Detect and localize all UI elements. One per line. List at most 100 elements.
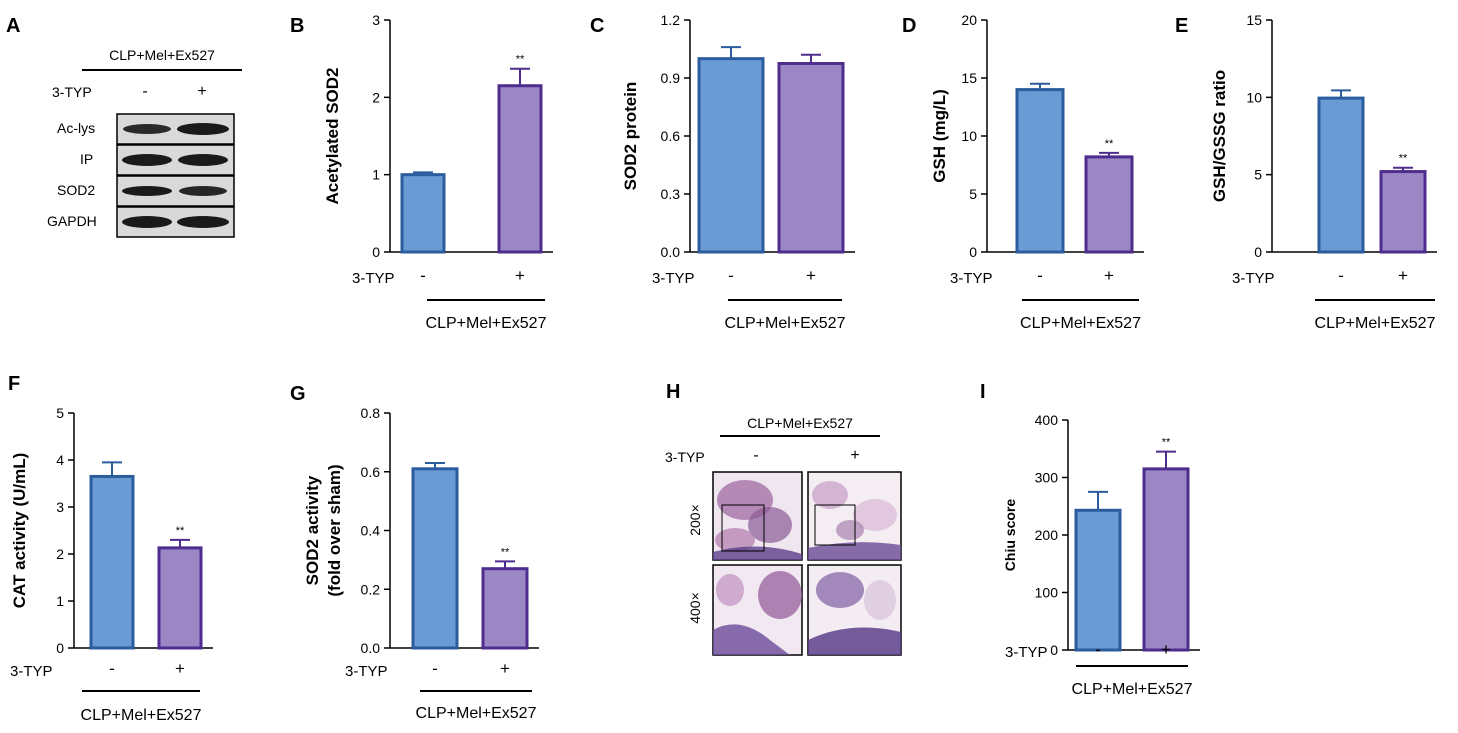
y-tick-label: 1.2 [661, 12, 681, 28]
y-tick-label: 0.0 [361, 640, 381, 656]
y-tick-label: 0.3 [661, 186, 681, 202]
y-tick-label: 0.9 [661, 70, 681, 86]
bar-minus [411, 467, 459, 650]
panel-a-sign-minus: - [142, 83, 147, 100]
histology-image-200-minus [712, 471, 803, 561]
chart-panel-e: E 0 5 10 15 GSH/GSSG ratio ** 3-TYP - + CLP+Mel+Ex… [1175, 12, 1437, 332]
y-tick-label: 0 [969, 244, 977, 260]
y-axis-label: Chiu score [1002, 499, 1018, 572]
panel-letter: B [290, 15, 304, 37]
bar-minus [697, 57, 765, 254]
treatment-label: 3-TYP [1232, 270, 1275, 287]
y-axis-label: GSH (mg/L) [930, 89, 949, 183]
y-tick-label: 10 [1246, 89, 1262, 105]
blot-row-ac-lys: Ac-lys [57, 113, 235, 145]
significance-marker: ** [1399, 153, 1408, 165]
significance-marker: ** [516, 54, 525, 66]
bar-minus [1317, 96, 1365, 254]
bar-plus [497, 84, 543, 254]
y-axis-label: Acetylated SOD2 [323, 68, 342, 205]
y-tick-label: 300 [1035, 470, 1059, 486]
panel-a: A CLP+Mel+Ex527 3-TYP - + Ac-lys IP SOD2… [6, 15, 242, 238]
blot-row-sod2: SOD2 [57, 175, 235, 207]
y-tick-label: 15 [1246, 12, 1262, 28]
blot-band [178, 154, 228, 166]
y-tick-label: 15 [961, 70, 977, 86]
blot-label-sod2: SOD2 [57, 182, 95, 198]
treatment-sign: - [109, 659, 115, 678]
group-label: CLP+Mel+Ex527 [1072, 681, 1193, 698]
blot-band [177, 216, 229, 228]
histology-image-400-minus [712, 564, 803, 656]
panel-a-group-label: CLP+Mel+Ex527 [109, 47, 215, 63]
significance-marker: ** [1162, 437, 1171, 449]
y-tick-label: 3 [56, 499, 64, 515]
chart-panel-g: G 0.0 0.2 0.4 0.6 0.8 SOD2 activity (fold over … [290, 383, 539, 722]
chart-panel-c: C 0.0 0.3 0.6 0.9 1.2 SOD2 protein 3-TYP - + CLP+M… [590, 12, 855, 332]
y-tick-label: 20 [961, 12, 977, 28]
bar-plus [777, 62, 845, 254]
panel-h-sign-minus: - [753, 447, 758, 464]
treatment-label: 3-TYP [652, 270, 695, 287]
bar-plus [481, 567, 529, 650]
panel-letter: D [902, 15, 916, 37]
blot-row-gapdh: GAPDH [47, 206, 235, 238]
bar-plus [1142, 467, 1190, 652]
group-label: CLP+Mel+Ex527 [81, 707, 202, 724]
blot-label-gapdh: GAPDH [47, 213, 97, 229]
panel-letter: G [290, 383, 306, 405]
y-tick-label: 0.4 [361, 523, 381, 539]
y-tick-label: 0 [1254, 244, 1262, 260]
panel-h-sign-plus: + [850, 447, 859, 464]
y-tick-label: 3 [372, 12, 380, 28]
treatment-sign: + [1161, 640, 1171, 659]
chart-panel-i: I 0 100 200 300 400 Chiu score ** 3-TYP - + CLP+Mel… [980, 381, 1200, 698]
treatment-sign: - [1095, 640, 1101, 659]
panel-h-treatment-label: 3-TYP [665, 449, 705, 465]
bar-plus [157, 546, 203, 650]
blot-label-ac-lys: Ac-lys [57, 120, 95, 136]
y-tick-label: 200 [1035, 527, 1059, 543]
blot-band [122, 154, 172, 166]
bar-plus [1379, 170, 1427, 254]
histology-image-400-plus [807, 564, 902, 656]
treatment-sign: + [806, 266, 816, 285]
group-label: CLP+Mel+Ex527 [725, 315, 846, 332]
significance-marker: ** [501, 546, 510, 558]
blot-label-ip: IP [80, 151, 93, 167]
group-label: CLP+Mel+Ex527 [1020, 315, 1141, 332]
blot-band [122, 186, 172, 196]
group-label: CLP+Mel+Ex527 [426, 315, 547, 332]
panel-a-treatment-label: 3-TYP [52, 84, 92, 100]
y-tick-label: 0 [372, 244, 380, 260]
y-tick-label: 0 [1050, 642, 1058, 658]
y-tick-label: 5 [969, 186, 977, 202]
blot-band [123, 124, 171, 134]
treatment-sign: - [420, 266, 426, 285]
bar-plus [1084, 155, 1134, 254]
y-tick-label: 0.8 [361, 405, 381, 421]
chart-panel-d: D 0 5 10 15 20 GSH (mg/L) ** 3-TYP - + CLP+Mel+Ex52… [902, 12, 1144, 332]
treatment-label: 3-TYP [345, 663, 388, 680]
panel-h-group-label: CLP+Mel+Ex527 [747, 415, 853, 431]
panel-a-sign-plus: + [197, 83, 206, 100]
magnification-200: 200× [687, 504, 703, 536]
treatment-sign: - [432, 659, 438, 678]
y-axis-label: SOD2 protein [621, 82, 640, 191]
y-tick-label: 2 [372, 89, 380, 105]
magnification-400: 400× [687, 592, 703, 624]
bar-minus [1074, 508, 1122, 652]
panel-letter: C [590, 15, 604, 37]
y-tick-label: 0 [56, 640, 64, 656]
y-tick-label: 100 [1035, 585, 1059, 601]
y-tick-label: 2 [56, 546, 64, 562]
panel-letter: E [1175, 15, 1188, 37]
y-tick-label: 400 [1035, 412, 1059, 428]
y-tick-label: 1 [372, 167, 380, 183]
treatment-label: 3-TYP [10, 663, 53, 680]
significance-marker: ** [1105, 138, 1114, 150]
y-tick-label: 5 [1254, 167, 1262, 183]
y-tick-label: 4 [56, 452, 64, 468]
panel-h: H CLP+Mel+Ex527 3-TYP - + 200× 400× [665, 381, 902, 656]
